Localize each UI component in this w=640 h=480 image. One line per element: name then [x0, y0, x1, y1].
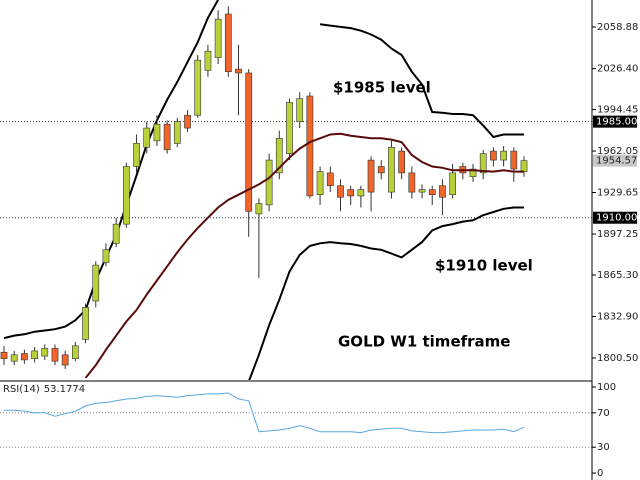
candle-body	[275, 138, 283, 174]
y-tick-label: 1832.90	[597, 311, 638, 322]
candle-body	[469, 168, 477, 178]
y-tick-label: 1929.65	[597, 188, 638, 199]
candle-body	[500, 150, 507, 161]
candle-body	[21, 353, 28, 361]
lower-band	[248, 206, 524, 380]
candle-body	[245, 72, 253, 212]
rsi-tick-label: 0	[597, 468, 603, 479]
level-label: 1910.00	[596, 213, 637, 224]
candle-body	[224, 13, 232, 72]
candle-body	[398, 150, 406, 174]
candle-body	[357, 189, 365, 197]
middle-band	[84, 132, 524, 379]
level-label: 1985.00	[596, 117, 637, 128]
candle-body	[92, 264, 100, 302]
candle-body	[204, 50, 212, 71]
annotation: GOLD W1 timeframe	[338, 333, 510, 351]
candle-body	[439, 185, 446, 198]
candle-body	[479, 153, 487, 174]
y-tick-label: 1897.25	[597, 229, 638, 240]
candle-body	[184, 114, 191, 129]
candle-body	[61, 354, 69, 366]
candle-body	[408, 172, 416, 193]
candle-body	[306, 95, 314, 197]
price-tag	[593, 154, 637, 167]
price-label: 1954.57	[596, 156, 637, 167]
y-tick-label: 1962.05	[597, 146, 638, 157]
candle-body	[490, 150, 497, 161]
candle-body	[296, 98, 304, 122]
rsi-line	[4, 392, 525, 434]
level-tag	[593, 115, 637, 128]
y-tick-label: 1800.50	[597, 353, 638, 364]
candle-body	[51, 348, 59, 362]
rsi-tick-label: 70	[597, 408, 610, 419]
candle-body	[194, 59, 202, 116]
price-panel	[0, 0, 592, 380]
y-tick-label: 1994.45	[597, 105, 638, 116]
candle-body	[510, 150, 518, 170]
candle-body	[82, 307, 89, 340]
candle-body	[102, 249, 110, 263]
candle-body	[388, 146, 395, 193]
rsi-last-value: 53.1774	[44, 384, 85, 395]
y-tick-label: 1865.30	[597, 270, 638, 281]
candle-body	[347, 189, 355, 197]
candle-body	[377, 166, 385, 174]
candle-body	[316, 171, 324, 195]
candle-body	[173, 121, 181, 144]
rsi-name: RSI(14)	[3, 384, 40, 395]
rsi-panel	[0, 392, 592, 448]
candle-body	[31, 350, 38, 359]
annotation: $1985 level	[333, 79, 431, 97]
annotation: $1910 level	[435, 257, 533, 275]
candle-body	[143, 127, 151, 148]
candle-body	[10, 354, 18, 362]
candle-body	[122, 166, 130, 225]
rsi-tick-label: 100	[597, 382, 616, 393]
candle-body	[337, 185, 344, 198]
candle-body	[153, 123, 161, 142]
candle-body	[367, 159, 375, 193]
candle-body	[72, 345, 79, 359]
candle-body	[265, 159, 273, 206]
candle-body	[326, 172, 334, 187]
rsi-label: RSI(14) 53.1774	[3, 384, 85, 395]
candle-body	[449, 172, 456, 195]
candle-body	[112, 223, 120, 244]
candle-body	[163, 123, 171, 151]
y-tick-label: 2058.88	[597, 22, 638, 33]
y-tick-label: 2026.40	[597, 64, 638, 75]
rsi-tick-label: 30	[597, 442, 610, 453]
candle-body	[133, 143, 140, 167]
candle-body	[235, 68, 242, 74]
candle-body	[41, 348, 49, 357]
candle-body	[286, 102, 293, 154]
candle-body	[520, 160, 528, 172]
upper-band	[3, 0, 524, 340]
candle-body	[428, 189, 436, 195]
candle-body	[255, 203, 263, 215]
candle-body	[0, 351, 8, 359]
candle-body	[214, 18, 222, 58]
axes: 2058.88 2026.40 1994.45 1962.05 1929.65 1897.…	[592, 22, 638, 479]
level-tag	[593, 211, 637, 224]
candle-body	[418, 189, 426, 193]
